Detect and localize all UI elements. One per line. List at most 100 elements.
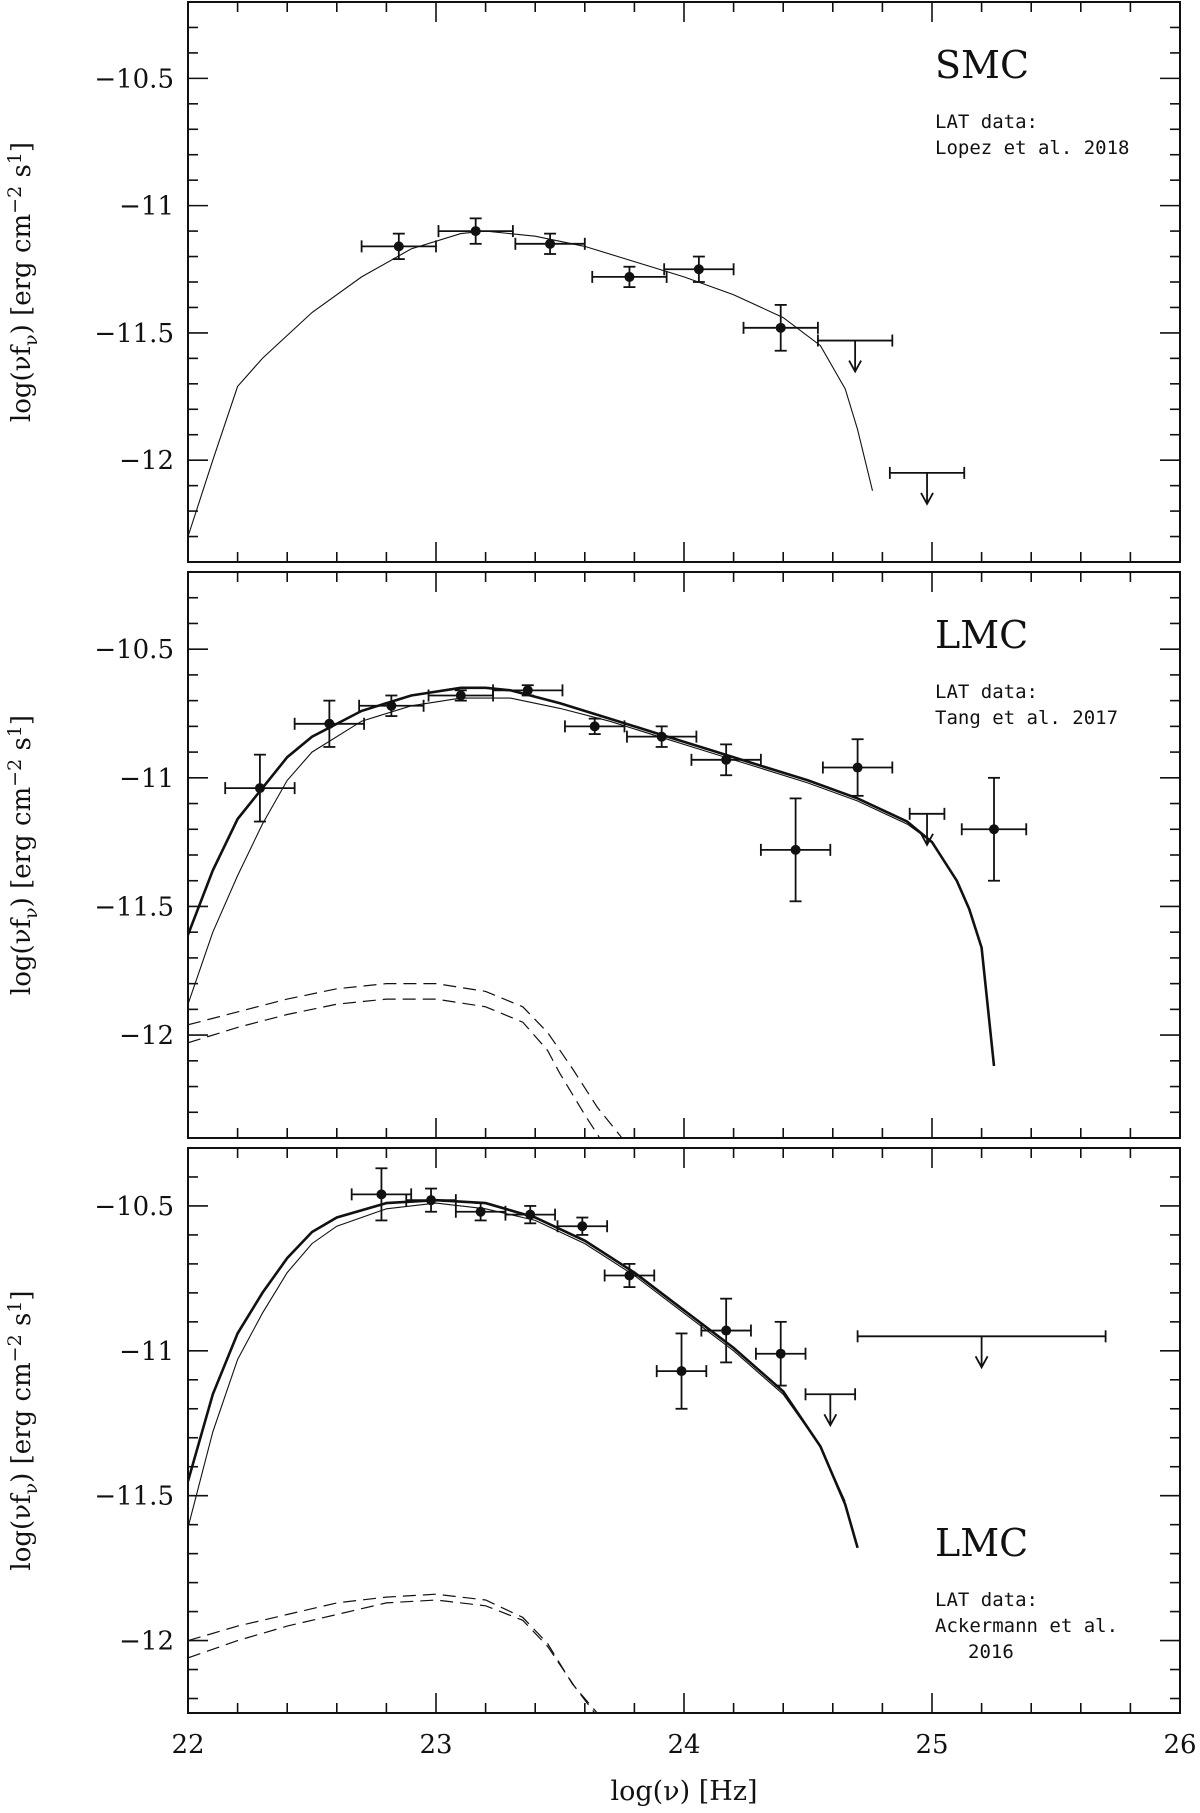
data-point — [504, 1205, 556, 1225]
data-marker — [721, 1325, 732, 1336]
data-point — [437, 217, 514, 245]
data-point — [742, 304, 819, 352]
upper-limit-arrow — [974, 1355, 989, 1370]
data-point — [514, 232, 586, 255]
data-source-note: Lopez et al. 2018 — [935, 137, 1129, 159]
upper-limit-arrow — [920, 833, 934, 847]
data-point — [759, 797, 832, 903]
y-tick-label: −12 — [119, 446, 174, 476]
data-marker — [852, 762, 863, 773]
y-axis-title: log(νfν) [erg cm−2 s1] — [4, 142, 42, 422]
upper-limit-arrow — [920, 492, 934, 506]
panel-title: LMC — [935, 613, 1028, 657]
data-point — [655, 1332, 708, 1410]
upper-limit-arrow — [823, 1413, 838, 1428]
thin-model-curve — [188, 697, 933, 1005]
data-source-note: LAT data: — [935, 1589, 1038, 1611]
model-curves — [188, 1198, 859, 1713]
data-source-note: Tang et al. 2017 — [935, 707, 1118, 729]
data-point — [626, 725, 698, 748]
x-tick-label: 23 — [419, 1730, 452, 1760]
data-point — [405, 1187, 457, 1213]
data-marker — [624, 271, 635, 282]
data-point — [821, 738, 894, 797]
data-point — [492, 684, 564, 697]
data-marker — [989, 824, 999, 835]
data-source-note: Ackermann et al. — [935, 1615, 1118, 1637]
y-tick-label: −11 — [119, 192, 174, 222]
data-marker — [589, 721, 600, 732]
y-tick-label: −10.5 — [94, 1192, 174, 1222]
data-marker — [775, 322, 786, 333]
data-point — [960, 776, 1028, 882]
dashed-model-curve — [188, 998, 601, 1138]
data-marker — [426, 1195, 437, 1206]
data-point — [564, 717, 626, 735]
data-marker — [386, 700, 397, 711]
x-tick-label: 26 — [1163, 1730, 1196, 1760]
data-marker — [790, 844, 801, 855]
data-marker — [475, 1206, 486, 1217]
x-tick-label: 22 — [171, 1730, 204, 1760]
data-point — [427, 689, 494, 702]
thick-model-curve — [188, 686, 996, 1067]
panel-title: LMC — [935, 1521, 1028, 1565]
y-tick-label: −11.5 — [94, 319, 174, 349]
y-tick-label: −11.5 — [94, 1482, 174, 1512]
data-marker — [577, 1221, 588, 1232]
y-tick-label: −12 — [119, 1627, 174, 1657]
data-marker — [545, 238, 556, 249]
upper-limit — [817, 334, 894, 374]
x-axis-title: log(ν) [Hz] — [610, 1776, 757, 1807]
data-source-note: LAT data: — [935, 111, 1038, 133]
data-marker — [254, 783, 265, 794]
upper-limit — [804, 1388, 857, 1428]
y-tick-label: −11 — [119, 764, 174, 794]
model-curves — [188, 686, 996, 1138]
data-point — [603, 1262, 656, 1288]
data-point — [358, 694, 425, 717]
data-marker — [775, 1348, 786, 1359]
data-marker — [455, 690, 466, 701]
x-tick-label: 25 — [915, 1730, 948, 1760]
upper-limit-arrow — [848, 360, 862, 374]
thick-model-curve — [188, 1198, 859, 1549]
data-point — [293, 699, 365, 748]
data-marker — [324, 718, 335, 729]
dashed-model-curve — [188, 983, 623, 1138]
y-axis-title: log(νfν) [erg cm−2 s1] — [4, 715, 42, 995]
x-tick-label: 24 — [667, 1730, 700, 1760]
data-point — [690, 743, 762, 777]
data-point — [755, 1320, 807, 1387]
y-tick-label: −10.5 — [94, 64, 174, 94]
data-marker — [624, 1270, 635, 1281]
data-point — [556, 1216, 609, 1236]
data-source-note: 2016 — [968, 1641, 1014, 1663]
data-point — [663, 255, 735, 283]
panel-1: −10.5 −11 −11.5 −12 log(νfν) [erg cm−2 s1] SM… — [4, 1, 1181, 563]
data-point — [350, 1167, 413, 1222]
y-axis-title: log(νfν) [erg cm−2 s1] — [4, 1290, 42, 1570]
data-marker — [693, 264, 704, 275]
data-marker — [393, 241, 404, 252]
data-marker — [376, 1189, 387, 1200]
y-tick-label: −10.5 — [94, 635, 174, 665]
panel-2: −10.5 −11 −11.5 −12 log(νfν) [erg cm−2 s1] LM… — [4, 571, 1181, 1139]
thin-model-curve — [188, 1202, 846, 1528]
data-marker — [522, 685, 533, 696]
data-marker — [721, 754, 732, 765]
upper-limit — [888, 466, 966, 506]
plot-frame — [187, 1, 1181, 563]
data-source-note: LAT data: — [935, 681, 1038, 703]
dashed-model-curve — [188, 1593, 598, 1713]
y-tick-label: −12 — [119, 1021, 174, 1051]
dashed-model-curve — [188, 1599, 596, 1713]
upper-limit — [908, 807, 946, 847]
y-tick-label: −11 — [119, 1337, 174, 1367]
data-marker — [656, 731, 667, 742]
data-marker — [525, 1209, 536, 1220]
data-point — [360, 232, 437, 260]
data-marker — [470, 226, 481, 237]
plot-frame — [187, 571, 1181, 1139]
